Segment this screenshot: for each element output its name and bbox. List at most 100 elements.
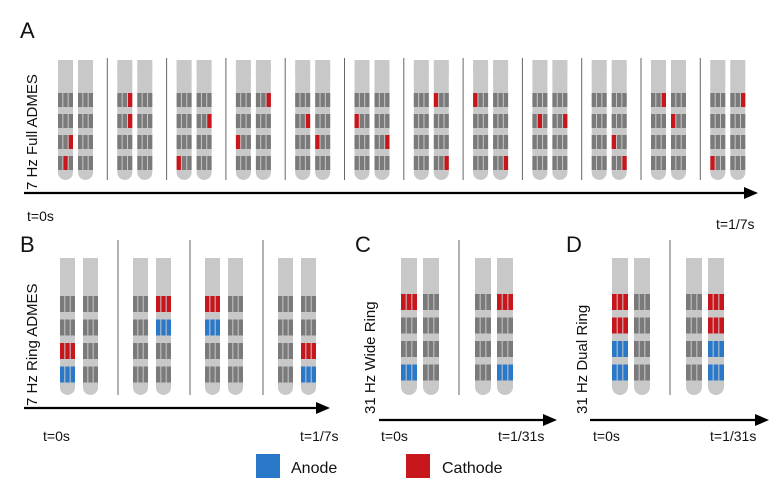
inactive-contact [255,156,261,170]
inactive-contact [233,319,238,336]
inactive-contact [406,317,412,334]
inactive-contact [266,135,271,149]
inactive-contact [305,135,311,149]
inactive-contact [735,156,740,170]
inactive-contact [503,114,509,128]
inactive-contact [686,341,691,357]
inactive-contact [246,135,251,149]
inactive-contact [60,319,65,336]
inactive-contact [288,343,293,359]
inactive-contact [493,114,498,128]
cathode-contact [503,156,509,170]
panel-c-t-start: t=0s [381,428,408,444]
panel-b-frame-2 [133,258,171,395]
inactive-contact [58,156,63,170]
panel-a-frame-8 [473,60,509,180]
inactive-contact [166,343,171,359]
inactive-contact [133,366,138,383]
inactive-contact [301,319,306,336]
electrode-lead-top [708,258,724,274]
anode-contact [401,364,406,381]
inactive-contact [617,156,622,170]
inactive-contact [715,156,720,170]
anode-contact [623,341,628,357]
legend-cathode-swatch [406,454,430,478]
inactive-contact [70,296,75,312]
inactive-contact [63,93,68,107]
inactive-contact [413,156,419,170]
inactive-contact [176,114,181,128]
inactive-contact [639,364,645,381]
panel-b-frame-3 [205,258,243,395]
panel-d-time-axis [590,414,769,426]
inactive-contact [480,364,486,381]
inactive-contact [58,114,63,128]
panel-a-frame-6 [354,60,390,180]
inactive-contact [483,93,489,107]
inactive-contact [311,296,316,312]
inactive-contact [634,364,639,381]
electrode-lead-right [137,60,153,180]
panel-b-frame-1 [60,258,98,395]
cathode-contact [444,156,449,170]
inactive-contact [486,294,491,310]
inactive-contact [543,93,548,107]
inactive-contact [735,93,740,107]
legend: Anode Cathode [256,454,503,478]
electrode-lead-right [83,258,98,395]
panel-c-frame-1 [401,258,439,395]
inactive-contact [156,343,161,359]
cathode-contact [671,114,676,128]
inactive-contact [532,135,537,149]
inactive-contact [634,317,639,334]
inactive-contact [233,366,238,383]
inactive-contact [83,366,88,383]
cathode-contact [156,296,161,312]
inactive-contact [88,366,93,383]
cathode-contact [63,156,68,170]
anode-contact [406,364,412,381]
anode-contact [156,319,161,336]
electrode-lead-top [374,60,390,75]
electrode-lead-top [710,60,726,75]
panel-d-letter: D [566,232,582,257]
inactive-contact [187,135,192,149]
cathode-contact [235,135,241,149]
inactive-contact [697,317,702,334]
inactive-contact [288,296,293,312]
inactive-contact [433,135,439,149]
inactive-contact [486,364,491,381]
inactive-contact [428,364,434,381]
inactive-contact [661,135,666,149]
panel-c-t-end: t=1/31s [498,428,544,444]
electrode-lead-left [401,258,417,395]
electrode-lead-left [235,60,251,180]
inactive-contact [433,156,439,170]
inactive-contact [187,93,192,107]
inactive-contact [283,343,288,359]
inactive-contact [502,341,508,357]
inactive-contact [93,296,98,312]
electrode-lead-top [413,60,429,75]
inactive-contact [88,114,93,128]
inactive-contact [691,294,697,310]
panel-d-frame-1 [612,258,650,395]
inactive-contact [295,114,300,128]
inactive-contact [602,93,607,107]
inactive-contact [196,156,201,170]
inactive-contact [622,93,627,107]
inactive-contact [83,343,88,359]
inactive-contact [374,114,379,128]
electrode-lead-top [532,60,548,75]
electrode-lead-top [473,60,489,75]
inactive-contact [532,156,537,170]
inactive-contact [83,319,88,336]
electrode-lead-top [730,60,746,75]
inactive-contact [439,114,444,128]
inactive-contact [88,343,93,359]
inactive-contact [478,156,483,170]
inactive-contact [735,114,740,128]
inactive-contact [671,135,676,149]
electrode-lead-left [133,258,148,395]
inactive-contact [691,364,697,381]
